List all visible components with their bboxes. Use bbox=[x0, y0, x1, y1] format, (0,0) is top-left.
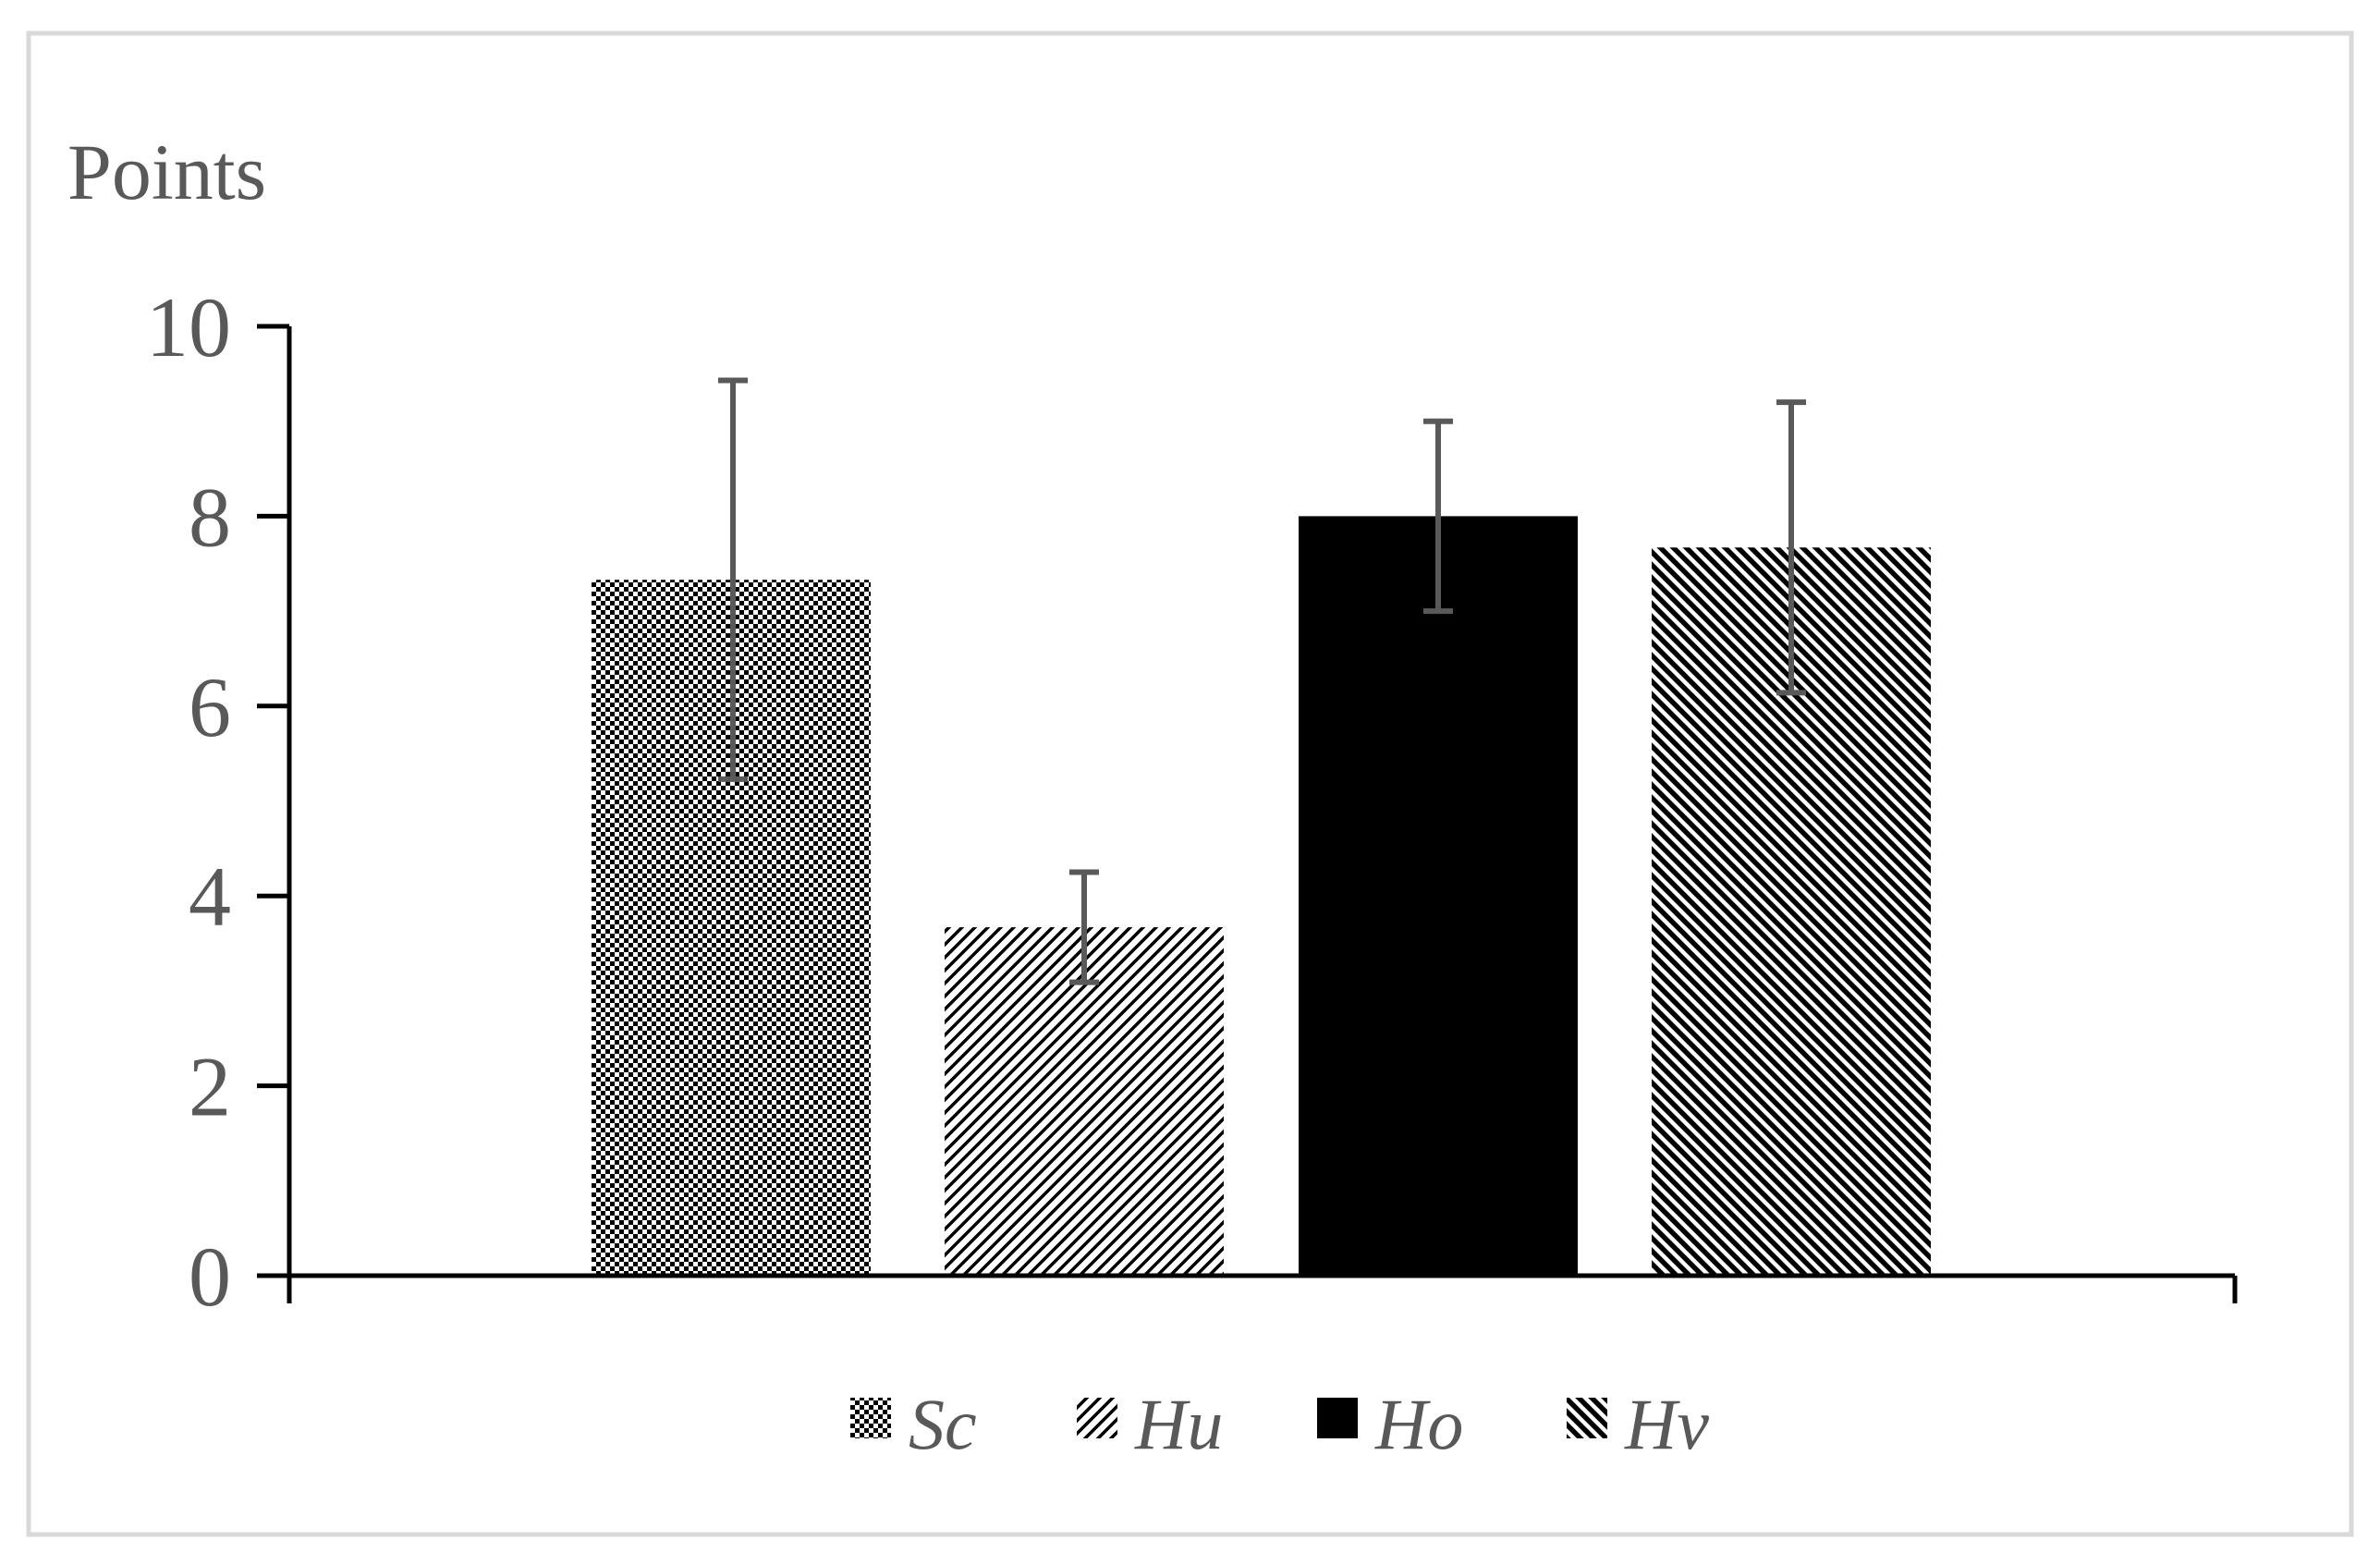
y-axis-label: Points bbox=[67, 128, 266, 216]
y-tick-label: 8 bbox=[189, 470, 231, 564]
y-tick-label: 10 bbox=[146, 280, 231, 374]
legend-swatch-ho bbox=[1317, 1398, 1358, 1438]
legend-label-hu: Hu bbox=[1134, 1384, 1223, 1464]
y-tick-label: 6 bbox=[189, 660, 231, 754]
legend-swatch-sc bbox=[850, 1398, 891, 1438]
legend-swatch-hv bbox=[1567, 1398, 1607, 1438]
chart-frame bbox=[29, 33, 2351, 1534]
y-tick-label: 4 bbox=[189, 850, 231, 944]
bar-ho bbox=[1299, 516, 1578, 1276]
legend-label-hv: Hv bbox=[1624, 1384, 1709, 1464]
legend-swatch-hu bbox=[1077, 1398, 1117, 1438]
legend-label-sc: Sc bbox=[909, 1384, 977, 1464]
y-tick-label: 0 bbox=[189, 1229, 231, 1324]
y-tick-label: 2 bbox=[189, 1040, 231, 1134]
legend-label-ho: Ho bbox=[1374, 1384, 1463, 1464]
